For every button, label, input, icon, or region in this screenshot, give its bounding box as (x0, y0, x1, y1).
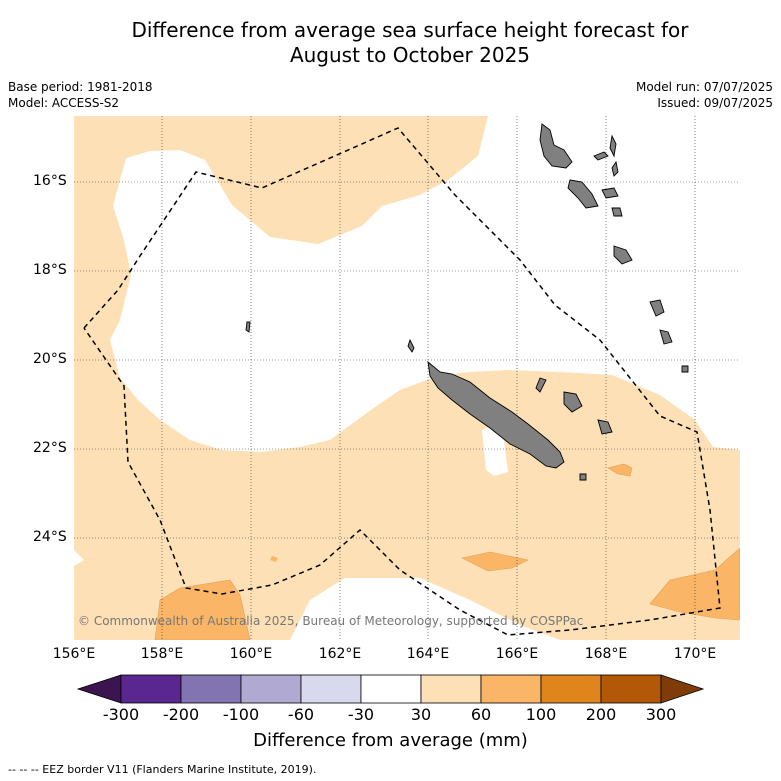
vanuatu-malekula (567, 179, 599, 209)
erromango-island (659, 329, 673, 345)
lon-label-156e: 156°E (52, 646, 96, 662)
vanuatu-ambae (593, 151, 609, 161)
vanuatu-espiritu-santo (539, 123, 573, 169)
vanuatu-maewo (609, 134, 617, 158)
colorbar-label: 30 (410, 705, 432, 724)
loyalty-mare (597, 419, 613, 435)
lon-label-170e: 170°E (673, 646, 717, 662)
colorbar-label: 300 (645, 705, 677, 724)
gridlines (74, 116, 740, 640)
colorbar-label: 100 (525, 705, 557, 724)
colorbar (76, 674, 705, 704)
colorbar-label: 60 (470, 705, 492, 724)
model-run: Model run: 07/07/2025 (635, 80, 773, 94)
land-masses (245, 123, 689, 481)
title-line-1: Difference from average sea surface heig… (131, 18, 689, 42)
title-line-2: August to October 2025 (289, 43, 531, 67)
chesterfield-islet (245, 321, 251, 333)
lon-label-166e: 166°E (495, 646, 539, 662)
belep-island (407, 338, 415, 353)
model-name: Model: ACCESS-S2 (8, 96, 120, 110)
vanuatu-epi (611, 207, 623, 217)
copyright-notice: © Commonwealth of Australia 2025, Bureau… (78, 614, 584, 628)
anomaly-band-60-100-sw (154, 579, 251, 640)
issued-date: Issued: 09/07/2025 (657, 96, 773, 110)
vanuatu-pentecost (611, 160, 619, 177)
lon-label-162e: 162°E (318, 646, 362, 662)
colorbar-extend-low (76, 674, 122, 704)
colorbar-segment (600, 674, 662, 704)
anomaly-neutral-south (290, 578, 560, 640)
colorbar-label: -100 (222, 705, 260, 724)
colorbar-segment (360, 674, 422, 704)
colorbar-segment (540, 674, 602, 704)
lon-label-158e: 158°E (140, 646, 184, 662)
colorbar-segment (240, 674, 302, 704)
anomaly-band-60-100-east (607, 463, 633, 477)
lon-label-160e: 160°E (229, 646, 273, 662)
lon-label-164e: 164°E (406, 646, 450, 662)
loyalty-ouvea (535, 377, 547, 393)
colorbar-label: -300 (102, 705, 140, 724)
colorbar-label: -60 (287, 705, 315, 724)
loyalty-lifou (563, 391, 583, 413)
map-title: Difference from average sea surface heig… (0, 18, 781, 68)
colorbar-segment (120, 674, 182, 704)
colorbar-label: -30 (347, 705, 375, 724)
anomaly-band-60-100-south (461, 551, 529, 572)
lat-label-18s: 18°S (33, 262, 67, 278)
tanna-island (649, 299, 665, 317)
colorbar-segment (480, 674, 542, 704)
isle-of-pines (579, 473, 587, 481)
colorbar-title: Difference from average (mm) (253, 730, 528, 751)
colorbar-extend-high (660, 674, 705, 704)
colorbar-label: -200 (162, 705, 200, 724)
anomaly-band-60-100-dot (270, 556, 278, 562)
lon-label-168e: 168°E (584, 646, 628, 662)
eez-footnote: -- -- -- EEZ border V11 (Flanders Marine… (8, 763, 317, 776)
colorbar-label: 200 (585, 705, 617, 724)
lat-label-20s: 20°S (33, 351, 67, 367)
meta-right: Model run: 07/07/2025 Issued: 09/07/2025 (636, 79, 773, 111)
anomaly-neutral-west-edge (74, 550, 84, 566)
vanuatu-ambrym (601, 187, 619, 199)
aneityum-island (681, 365, 689, 373)
base-period: Base period: 1981-2018 (8, 80, 153, 94)
lat-label-16s: 16°S (33, 173, 67, 189)
meta-left: Base period: 1981-2018 Model: ACCESS-S2 (8, 79, 153, 111)
colorbar-segment (180, 674, 242, 704)
eez-border (83, 127, 721, 636)
colorbar-segment (420, 674, 482, 704)
lat-label-22s: 22°S (33, 440, 67, 456)
vanuatu-efate (613, 245, 633, 265)
map-area (74, 116, 740, 640)
lat-label-24s: 24°S (33, 529, 67, 545)
colorbar-segment (300, 674, 362, 704)
new-caledonia-island (427, 360, 565, 469)
